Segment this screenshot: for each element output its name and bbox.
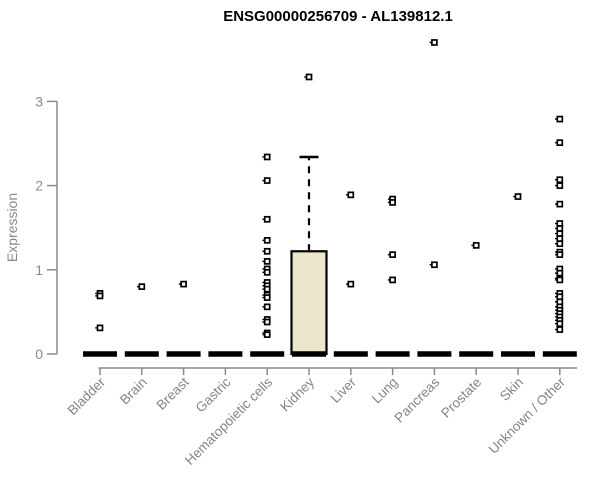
y-axis-label: Expression xyxy=(4,193,20,262)
boxplot-pancreas xyxy=(417,39,452,357)
median-bar xyxy=(292,351,326,357)
outlier-point xyxy=(514,193,522,200)
x-category-label: Bladder xyxy=(65,374,109,418)
median-bar xyxy=(459,351,494,357)
x-category-label: Skin xyxy=(497,375,526,404)
outlier-point xyxy=(263,318,271,326)
outlier-point xyxy=(556,240,564,248)
median-bar xyxy=(417,351,452,357)
outlier-point xyxy=(556,182,564,189)
y-tick-label: 0 xyxy=(35,346,43,362)
outlier-point xyxy=(263,215,271,223)
boxplot-gastric xyxy=(208,351,243,357)
outlier-point xyxy=(556,326,564,333)
outlier-point xyxy=(263,236,271,244)
outlier-point xyxy=(263,177,271,184)
x-category-label: Lung xyxy=(369,375,401,407)
boxplot-breast xyxy=(166,280,201,357)
x-category-label: Kidney xyxy=(277,374,317,414)
boxplot-prostate xyxy=(459,242,494,357)
boxplot-skin xyxy=(501,193,535,357)
outlier-point xyxy=(347,280,355,288)
boxplot-unknown-other xyxy=(542,115,577,357)
outlier-point xyxy=(263,258,271,265)
median-bar xyxy=(542,351,577,357)
outlier-point xyxy=(472,242,480,249)
outlier-point xyxy=(556,115,564,123)
outlier-point xyxy=(263,285,271,293)
chart-title: ENSG00000256709 - AL139812.1 xyxy=(223,8,453,25)
x-category-label: Gastric xyxy=(193,374,234,415)
outlier-point xyxy=(96,292,104,300)
box xyxy=(290,250,328,356)
outlier-point xyxy=(138,283,146,290)
x-category-label: Liver xyxy=(328,374,360,406)
outlier-point xyxy=(263,331,271,338)
median-bar xyxy=(375,351,410,357)
outlier-point xyxy=(263,268,271,276)
y-tick-label: 3 xyxy=(35,93,43,109)
outlier-point xyxy=(556,176,564,184)
outlier-point xyxy=(347,191,355,199)
outlier-point xyxy=(389,251,396,258)
median-bar xyxy=(83,351,117,357)
outlier-point xyxy=(556,251,564,258)
median-bar xyxy=(333,351,368,357)
outlier-point xyxy=(556,276,564,284)
outlier-point xyxy=(263,303,271,311)
boxplot-kidney xyxy=(290,73,328,357)
median-bar xyxy=(208,351,243,357)
x-category-label: Unknown / Other xyxy=(486,374,569,457)
outlier-point xyxy=(389,276,396,284)
outlier-point xyxy=(556,320,564,328)
x-category-label: Brain xyxy=(117,375,150,408)
y-tick-label: 1 xyxy=(35,262,43,278)
x-category-label: Pancreas xyxy=(392,374,443,425)
median-bar xyxy=(250,351,285,357)
outlier-point xyxy=(431,261,438,269)
outlier-point xyxy=(263,247,271,255)
y-tick-label: 2 xyxy=(35,178,43,194)
boxplot-series xyxy=(83,39,577,357)
x-category-label: Breast xyxy=(154,374,192,412)
boxplot-bladder xyxy=(83,290,117,357)
outlier-point xyxy=(389,199,396,206)
x-category-label: Prostate xyxy=(438,375,484,421)
median-bar xyxy=(124,351,159,357)
outlier-point xyxy=(96,324,104,332)
median-bar xyxy=(166,351,201,357)
outlier-point xyxy=(263,294,271,301)
outlier-point xyxy=(556,200,564,208)
outlier-point xyxy=(305,73,313,81)
boxplot-lung xyxy=(375,195,410,357)
median-bar xyxy=(501,351,535,357)
boxplot-liver xyxy=(333,191,368,357)
boxplot-brain xyxy=(124,283,159,357)
boxplot-hematopoietic-cells xyxy=(250,153,285,357)
outlier-point xyxy=(431,39,438,46)
outlier-point xyxy=(263,153,271,161)
outlier-point xyxy=(180,280,187,288)
outlier-point xyxy=(556,139,564,147)
